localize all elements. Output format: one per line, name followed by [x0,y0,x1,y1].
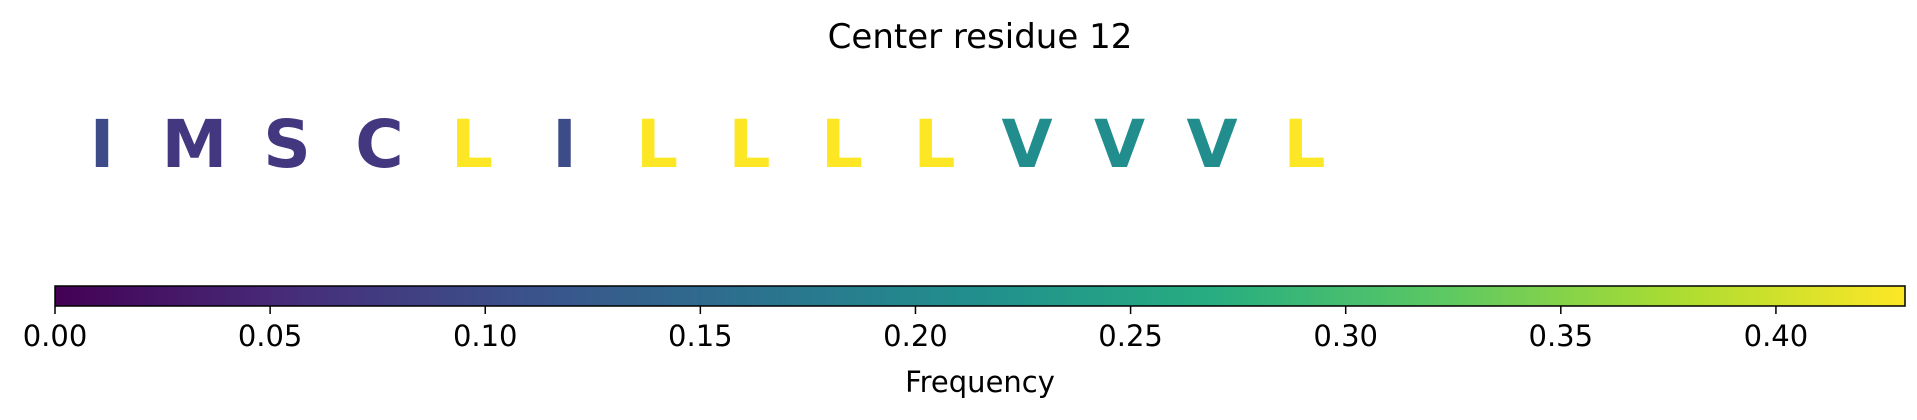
colorbar-tick-label: 0.00 [23,319,88,353]
residue-letter: V [1001,106,1052,183]
residue-letter: L [913,106,955,183]
residue-letter: S [263,106,311,183]
colorbar-label: Frequency [905,365,1055,399]
residue-letter: L [1283,106,1325,183]
residue-letter: I [90,106,115,183]
residue-letter: M [162,106,228,183]
colorbar-tick-label: 0.20 [883,319,948,353]
colorbar-tick-label: 0.25 [1098,319,1163,353]
colorbar-tick-label: 0.15 [668,319,733,353]
residue-letter: L [821,106,863,183]
colorbar-tick-label: 0.40 [1744,319,1809,353]
residue-letter: I [552,106,577,183]
colorbar: 0.00 0.05 0.10 0.15 0.20 0.25 0.30 0.35 0.40 Fre… [23,285,1906,399]
colorbar-tick-label: 0.35 [1529,319,1594,353]
residue-letter: V [1186,106,1237,183]
residue-letter: L [728,106,770,183]
residue-letter: L [451,106,493,183]
colorbar-tick-label: 0.10 [453,319,518,353]
residue-letter: C [355,106,403,183]
residue-letter: L [636,106,678,183]
residue-letter: V [1094,106,1145,183]
colorbar-tick-label: 0.05 [238,319,303,353]
colorbar-gradient [54,285,1906,307]
colorbar-tick-label: 0.30 [1313,319,1378,353]
colorbar-ticks: 0.00 0.05 0.10 0.15 0.20 0.25 0.30 0.35 0.40 [23,306,1809,353]
chart-title: Center residue 12 [828,17,1133,57]
